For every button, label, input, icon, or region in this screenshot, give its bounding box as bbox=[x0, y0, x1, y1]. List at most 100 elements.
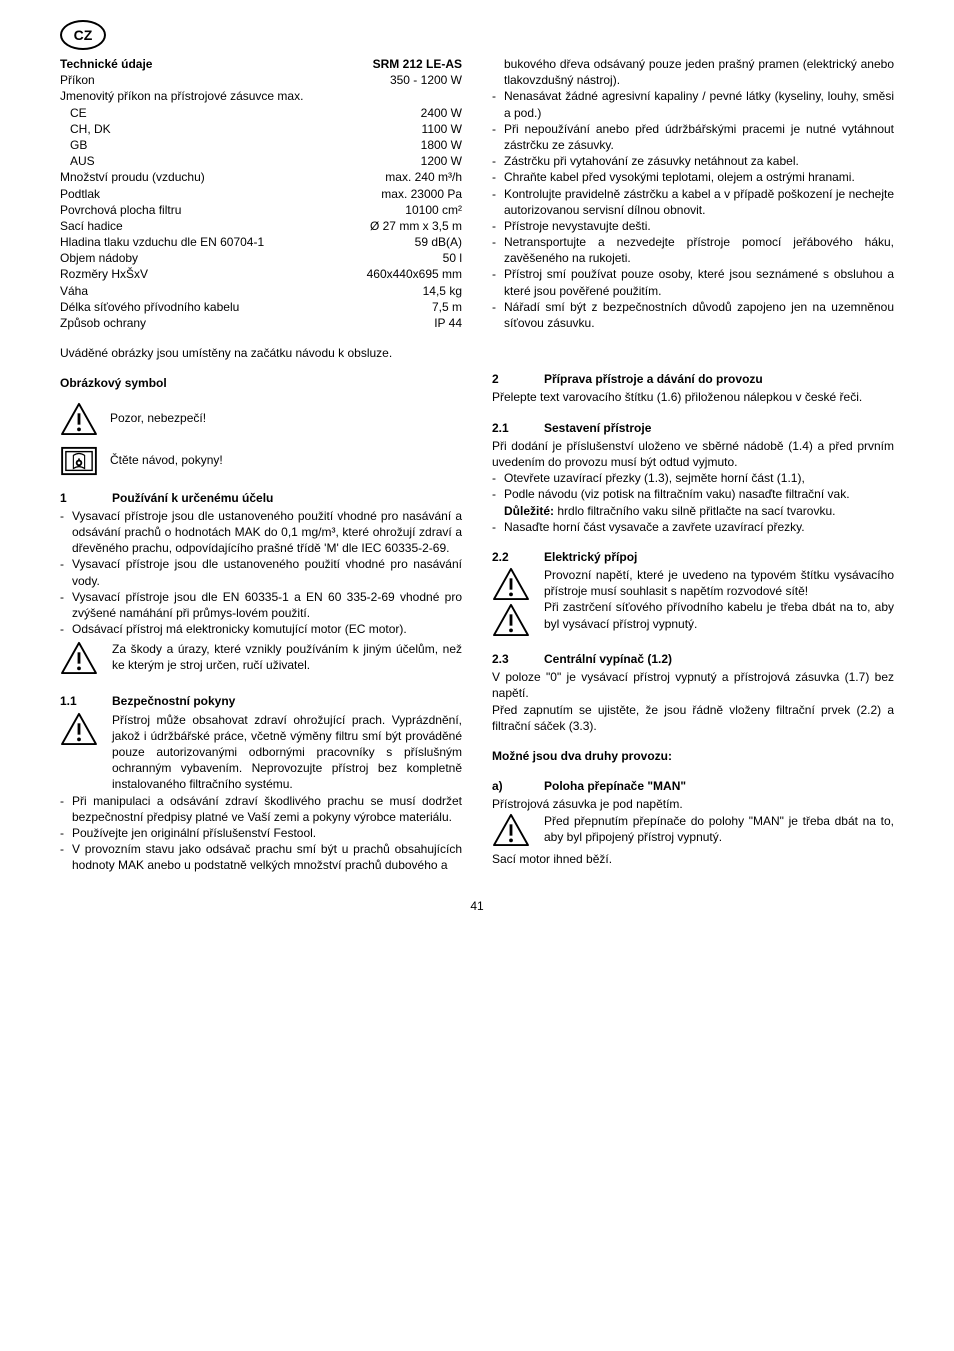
spec-value: 14,5 kg bbox=[423, 283, 462, 299]
spec-row: Rozměry HxŠxV460x440x695 mm bbox=[60, 266, 462, 282]
spec-label: Množství proudu (vzduchu) bbox=[60, 169, 205, 185]
spec-row: Příkon350 - 1200 W bbox=[60, 72, 462, 88]
section-num: 2 bbox=[492, 371, 544, 387]
warning-icon bbox=[492, 567, 530, 601]
warning-block: Za škody a úrazy, které vznikly používán… bbox=[60, 641, 462, 679]
list-item: Podle návodu (viz potisk na filtračním v… bbox=[492, 486, 894, 502]
list-item-text: Podle návodu (viz potisk na filtračním v… bbox=[504, 486, 850, 502]
spec-label: Hladina tlaku vzduchu dle EN 60704-1 bbox=[60, 234, 264, 250]
list-item-text: Při nepoužívání anebo před údržbářskými … bbox=[504, 121, 894, 153]
symbol-text-1: Pozor, nebezpečí! bbox=[110, 410, 206, 426]
list-item-text: Otevřete uzavírací přezky (1.3), sejměte… bbox=[504, 470, 805, 486]
list-item-text: Při manipulaci a odsávání zdraví škodliv… bbox=[72, 793, 462, 825]
model-number: SRM 212 LE-AS bbox=[373, 56, 462, 72]
section-title: Poloha přepínače "MAN" bbox=[544, 778, 686, 794]
section-title: Bezpečnostní pokyny bbox=[112, 693, 235, 709]
spec-label: Jmenovitý příkon na přístrojové zásuvce … bbox=[60, 88, 303, 104]
spec-value: 50 l bbox=[443, 250, 462, 266]
spec-row: Hladina tlaku vzduchu dle EN 60704-159 d… bbox=[60, 234, 462, 250]
warning-block: Provozní napětí, které je uvedeno na typ… bbox=[492, 567, 894, 637]
warning-block: Přístroj může obsahovat zdraví ohrožujíc… bbox=[60, 712, 462, 793]
section-title: Sestavení přístroje bbox=[544, 420, 651, 436]
section-para: Při dodání je příslušenství uloženo ve s… bbox=[492, 438, 894, 470]
section-heading: a) Poloha přepínače "MAN" bbox=[492, 778, 894, 794]
list-item: Vysavací přístroje jsou dle ustanoveného… bbox=[60, 508, 462, 557]
spec-value: 7,5 m bbox=[432, 299, 462, 315]
spec-value: 460x440x695 mm bbox=[367, 266, 462, 282]
spec-value: 1100 W bbox=[422, 121, 462, 137]
list-item: Vysavací přístroje jsou dle ustanoveného… bbox=[60, 556, 462, 588]
warning-text: Přístroj může obsahovat zdraví ohrožujíc… bbox=[112, 712, 462, 793]
spec-label: Povrchová plocha filtru bbox=[60, 202, 181, 218]
spec-value: 1200 W bbox=[421, 153, 462, 169]
section-title: Používání k určenému účelu bbox=[112, 490, 273, 506]
list-item: Nářadí smí být z bezpečnostních důvodů z… bbox=[492, 299, 894, 331]
spec-label: Podtlak bbox=[60, 186, 100, 202]
spec-row: CH, DK 1100 W bbox=[60, 121, 462, 137]
spec-row: AUS 1200 W bbox=[60, 153, 462, 169]
list-item: Zástrčku při vytahování ze zásuvky netáh… bbox=[492, 153, 894, 169]
purpose-list: Vysavací přístroje jsou dle ustanoveného… bbox=[60, 508, 462, 638]
spec-label: CE bbox=[60, 105, 87, 121]
warning-icon bbox=[492, 813, 530, 847]
safety-list: Při manipulaci a odsávání zdraví škodliv… bbox=[60, 793, 462, 874]
warning-icon bbox=[60, 712, 98, 746]
list-item: Otevřete uzavírací přezky (1.3), sejměte… bbox=[492, 470, 894, 486]
important-label: Důležité: bbox=[504, 504, 554, 518]
spec-label: Způsob ochrany bbox=[60, 315, 146, 331]
section-heading: 2.3 Centrální vypínač (1.2) bbox=[492, 651, 894, 667]
list-item: Při manipulaci a odsávání zdraví škodliv… bbox=[60, 793, 462, 825]
important-text: hrdlo filtračního vaku silně přitlačte n… bbox=[554, 504, 835, 518]
section-para: Sací motor ihned běží. bbox=[492, 851, 894, 867]
spec-label: GB bbox=[60, 137, 87, 153]
section-num: 1 bbox=[60, 490, 112, 506]
list-item: Kontrolujte pravidelně zástrčku a kabel … bbox=[492, 186, 894, 218]
spec-label: CH, DK bbox=[60, 121, 111, 137]
spec-label: AUS bbox=[60, 153, 95, 169]
list-item: Chraňte kabel před vysokými teplotami, o… bbox=[492, 169, 894, 185]
modes-heading: Možné jsou dva druhy provozu: bbox=[492, 748, 894, 764]
list-item: Přístroje nevystavujte dešti. bbox=[492, 218, 894, 234]
list-item-text: Nenasávat žádné agresivní kapaliny / pev… bbox=[504, 88, 894, 120]
spec-row: CE2400 W bbox=[60, 105, 462, 121]
symbols-heading: Obrázkový symbol bbox=[60, 375, 462, 391]
section-heading: 2.2 Elektrický přípoj bbox=[492, 549, 894, 565]
spec-row: Podtlakmax. 23000 Pa bbox=[60, 186, 462, 202]
warning-text: Provozní napětí, které je uvedeno na typ… bbox=[544, 567, 894, 599]
warning-icon bbox=[60, 641, 98, 675]
section-title: Centrální vypínač (1.2) bbox=[544, 651, 672, 667]
list-item: Používejte jen originální příslušenství … bbox=[60, 825, 462, 841]
spec-label: Délka síťového přívodního kabelu bbox=[60, 299, 239, 315]
title-row: Technické údaje SRM 212 LE-AS bbox=[60, 56, 462, 72]
list-item: Odsávací přístroj má elektronicky komutu… bbox=[60, 621, 462, 637]
spec-value: 350 - 1200 W bbox=[390, 72, 462, 88]
page-number: 41 bbox=[60, 898, 894, 914]
warning-text: Při zastrčení síťového přívodního kabelu… bbox=[544, 599, 894, 631]
list-item-text: Používejte jen originální příslušenství … bbox=[72, 825, 316, 841]
list-item-text: Přístroj smí používat pouze osoby, které… bbox=[504, 266, 894, 298]
spec-row: Sací hadiceØ 27 mm x 3,5 m bbox=[60, 218, 462, 234]
country-badge: CZ bbox=[60, 20, 106, 50]
spec-row: Objem nádoby 50 l bbox=[60, 250, 462, 266]
section-heading: 2 Příprava přístroje a dávání do provozu bbox=[492, 371, 894, 387]
content-columns: Technické údaje SRM 212 LE-AS Příkon350 … bbox=[60, 56, 894, 874]
spec-table: Příkon350 - 1200 WJmenovitý příkon na př… bbox=[60, 72, 462, 331]
list-item: Nasaďte horní část vysavače a zavřete uz… bbox=[492, 519, 894, 535]
list-item: V provozním stavu jako odsávač prachu sm… bbox=[60, 841, 462, 873]
section-num: 2.1 bbox=[492, 420, 544, 436]
list-item-text: Kontrolujte pravidelně zástrčku a kabel … bbox=[504, 186, 894, 218]
left-column: Technické údaje SRM 212 LE-AS Příkon350 … bbox=[60, 56, 462, 874]
list-item-text: Odsávací přístroj má elektronicky komutu… bbox=[72, 621, 407, 637]
section-para: Přístrojová zásuvka je pod napětím. bbox=[492, 796, 894, 812]
tech-data-title: Technické údaje bbox=[60, 56, 152, 72]
list-item-text: Netransportujte a nezvedejte přístroje p… bbox=[504, 234, 894, 266]
assembly-list: Otevřete uzavírací přezky (1.3), sejměte… bbox=[492, 470, 894, 502]
spec-label: Sací hadice bbox=[60, 218, 123, 234]
spec-label: Objem nádoby bbox=[60, 250, 138, 266]
section-heading: 1 Používání k určenému účelu bbox=[60, 490, 462, 506]
list-item: Nenasávat žádné agresivní kapaliny / pev… bbox=[492, 88, 894, 120]
right-column: bukového dřeva odsávaný pouze jeden praš… bbox=[492, 56, 894, 874]
list-item-text: V provozním stavu jako odsávač prachu sm… bbox=[72, 841, 462, 873]
symbol-row: Čtěte návod, pokyny! bbox=[60, 446, 462, 476]
spec-row: Váha14,5 kg bbox=[60, 283, 462, 299]
